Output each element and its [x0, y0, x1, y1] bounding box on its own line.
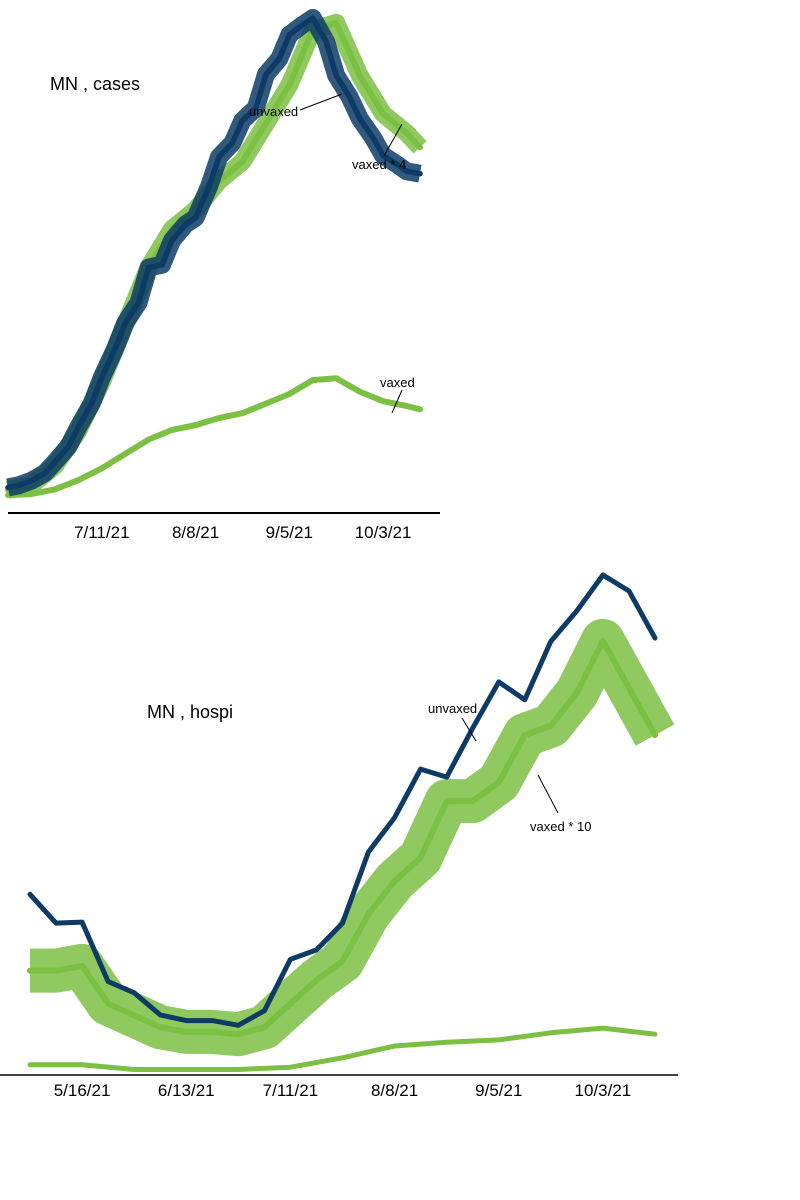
x-tick-label: 9/5/21	[266, 523, 313, 542]
series-unvaxed	[5, 9, 423, 497]
hospi-series-layer	[27, 572, 675, 1072]
hospi-x-ticks: 5/16/21 6/13/21 7/11/21 8/8/21 9/5/21 10/3/21	[54, 1081, 632, 1100]
hospi-unvaxed-leader	[461, 717, 477, 742]
series-line	[5, 15, 423, 491]
series-vaxed	[5, 375, 423, 499]
series-vaxed	[27, 1025, 658, 1072]
x-tick-label: 10/3/21	[355, 523, 412, 542]
cases-vaxed-annotation: vaxed	[380, 375, 415, 390]
hospi-chart: MN , hospi 5/16/21 6/13/21 7/11/21 8/8/21 9/…	[0, 572, 678, 1100]
x-tick-label: 7/11/21	[74, 523, 129, 542]
series-band	[30, 618, 675, 1057]
x-tick-label: 9/5/21	[475, 1081, 522, 1100]
x-tick-label: 8/8/21	[172, 523, 219, 542]
hospi-chart-title: MN , hospi	[147, 702, 233, 722]
x-tick-label: 10/3/21	[575, 1081, 632, 1100]
hospi-vaxed10-leader	[537, 774, 559, 814]
x-tick-label: 7/11/21	[263, 1081, 318, 1100]
series-line	[27, 1025, 658, 1072]
series-line	[27, 637, 658, 1038]
x-tick-label: 8/8/21	[371, 1081, 418, 1100]
cases-vaxed4-annotation: vaxed * 4	[352, 157, 406, 172]
cases-series-layer	[5, 9, 427, 499]
cases-unvaxed-leader	[299, 93, 343, 111]
series-vaxed-10	[27, 618, 675, 1057]
cases-vaxed-leader	[391, 389, 403, 414]
cases-x-ticks: 7/11/21 8/8/21 9/5/21 10/3/21	[74, 523, 411, 542]
x-tick-label: 5/16/21	[54, 1081, 111, 1100]
hospi-unvaxed-annotation: unvaxed	[428, 701, 477, 716]
cases-chart: MN , cases 7/11/21 8/8/21 9/5/21 10/3/21 un…	[5, 9, 440, 542]
series-line	[27, 572, 658, 1028]
x-tick-label: 6/13/21	[158, 1081, 215, 1100]
series-unvaxed	[27, 572, 658, 1028]
hospi-vaxed10-annotation: vaxed * 10	[530, 819, 591, 834]
cases-chart-title: MN , cases	[50, 74, 140, 94]
cases-vaxed4-leader	[383, 123, 403, 157]
cases-unvaxed-annotation: unvaxed	[249, 104, 298, 119]
series-line	[5, 375, 423, 499]
